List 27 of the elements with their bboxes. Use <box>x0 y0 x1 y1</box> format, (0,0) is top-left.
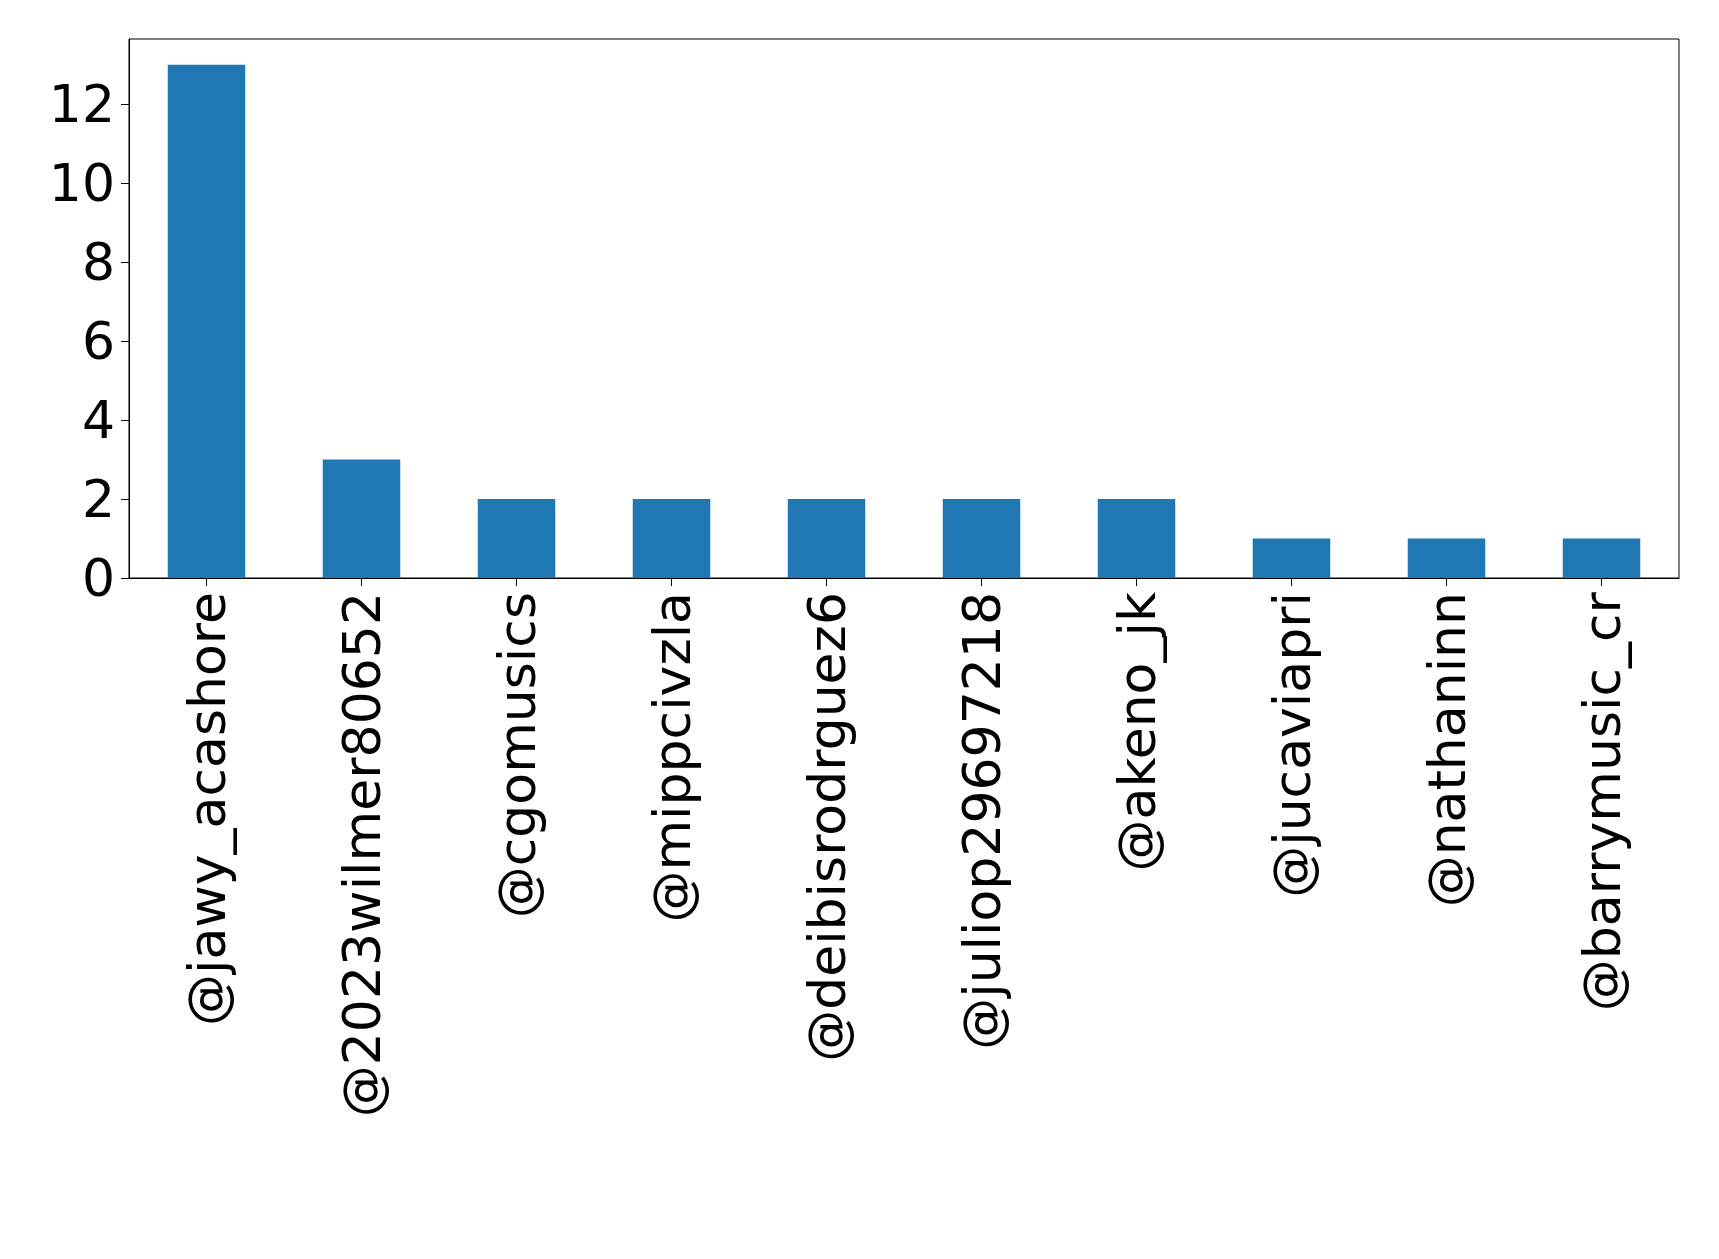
bar <box>477 499 556 578</box>
x-tick-label: @juliop29697218 <box>951 592 1012 1050</box>
y-tick-label: 8 <box>81 232 115 293</box>
x-tick-label: @nathaninn <box>1416 592 1477 908</box>
x-tick-label: @barrymusic_cr <box>1571 591 1632 1012</box>
bar <box>1252 538 1331 578</box>
bar <box>632 499 711 578</box>
y-tick-label: 2 <box>81 469 115 530</box>
bar <box>322 459 401 578</box>
x-tick-label: @jawy_acashore <box>176 592 237 1027</box>
x-tick-label: @2023wilmer80652 <box>331 592 392 1118</box>
y-tick-label: 0 <box>81 548 115 608</box>
y-tick-label: 6 <box>81 311 115 372</box>
y-tick-label: 4 <box>81 390 115 451</box>
x-tick-label: @cgomusics <box>486 592 547 919</box>
bar <box>787 499 866 578</box>
x-tick-label: @deibisrodrguez6 <box>796 592 857 1062</box>
bar <box>1562 538 1641 578</box>
x-tick-label: @mippcivzla <box>641 592 702 923</box>
bar <box>1407 538 1486 578</box>
x-tick-label: @jucaviapri <box>1261 592 1322 898</box>
bar <box>167 64 246 578</box>
x-tick-label: @akeno_jk <box>1106 592 1167 872</box>
bar <box>1097 499 1176 578</box>
y-tick-label: 10 <box>48 153 115 214</box>
bar <box>942 499 1021 578</box>
y-tick-label: 12 <box>48 74 115 135</box>
